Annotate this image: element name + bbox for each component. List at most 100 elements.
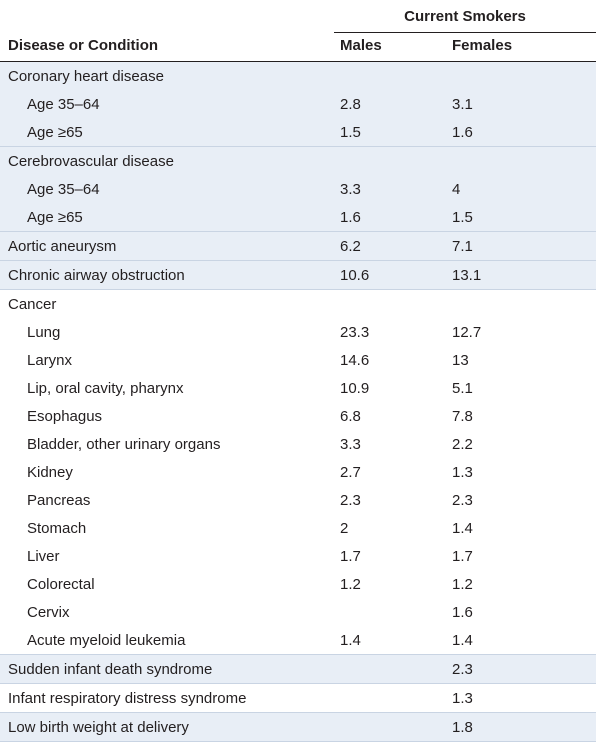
cell-males: 10.9	[340, 380, 370, 397]
cell-males: 10.6	[340, 267, 370, 284]
table-row: Colorectal 1.2 1.2	[0, 570, 596, 598]
row-label: Infant respiratory distress syndrome	[8, 690, 247, 707]
table-row: Cerebrovascular disease	[0, 147, 596, 175]
cell-females: 13	[452, 352, 469, 369]
cell-females: 1.3	[452, 464, 473, 481]
cell-males: 1.2	[340, 576, 361, 593]
header-row: Disease or Condition Males Females	[0, 32, 596, 62]
table-row: Pancreas 2.3 2.3	[0, 486, 596, 514]
row-group: Infant respiratory distress syndrome 1.3	[0, 684, 596, 713]
cell-females: 1.4	[452, 520, 473, 537]
row-label: Cerebrovascular disease	[8, 153, 174, 170]
cell-males: 2.3	[340, 492, 361, 509]
cell-males: 1.7	[340, 548, 361, 565]
cell-males: 2	[340, 520, 349, 537]
row-label: Sudden infant death syndrome	[8, 661, 213, 678]
row-label: Lip, oral cavity, pharynx	[27, 380, 184, 397]
cell-females: 1.2	[452, 576, 473, 593]
row-label: Age 35–64	[27, 181, 100, 198]
table-row: Age 35–64 3.3 4	[0, 175, 596, 203]
cell-females: 2.3	[452, 661, 473, 678]
cell-females: 2.2	[452, 436, 473, 453]
header-females: Females	[452, 37, 513, 54]
table-row: Age ≥65 1.6 1.5	[0, 203, 596, 231]
header-group-rule	[334, 32, 596, 33]
row-group: Cerebrovascular disease Age 35–64 3.3 4 Age …	[0, 147, 596, 232]
table-row: Stomach 2 1.4	[0, 514, 596, 542]
row-label: Low birth weight at delivery	[8, 719, 189, 736]
cell-females: 1.3	[452, 690, 473, 707]
table-row: Bladder, other urinary organs 3.3 2.2	[0, 430, 596, 458]
row-label: Aortic aneurysm	[8, 238, 117, 255]
table-row: Kidney 2.7 1.3	[0, 458, 596, 486]
header-disease: Disease or Condition	[8, 37, 159, 54]
cell-females: 4	[452, 181, 461, 198]
row-group: Aortic aneurysm 6.2 7.1	[0, 232, 596, 261]
table-row: Coronary heart disease	[0, 62, 596, 90]
cell-females: 12.7	[452, 324, 482, 341]
cell-males: 2.7	[340, 464, 361, 481]
cell-males: 1.5	[340, 124, 361, 141]
cell-males: 23.3	[340, 324, 370, 341]
table-row: Aortic aneurysm 6.2 7.1	[0, 232, 596, 260]
row-label: Kidney	[27, 464, 73, 481]
row-label: Larynx	[27, 352, 73, 369]
cell-males: 6.2	[340, 238, 361, 255]
row-group: Low birth weight at delivery 1.8	[0, 713, 596, 742]
table-row: Cancer	[0, 290, 596, 318]
header-males: Males	[340, 37, 382, 54]
table-row: Chronic airway obstruction 10.6 13.1	[0, 261, 596, 289]
row-label: Pancreas	[27, 492, 91, 509]
row-label: Stomach	[27, 520, 87, 537]
table-row: Infant respiratory distress syndrome 1.3	[0, 684, 596, 712]
row-label: Bladder, other urinary organs	[27, 436, 221, 453]
row-label: Esophagus	[27, 408, 103, 425]
header-group-row: Current Smokers	[0, 0, 596, 33]
cell-females: 1.8	[452, 719, 473, 736]
cell-males: 14.6	[340, 352, 370, 369]
cell-females: 1.4	[452, 632, 473, 649]
cell-males: 3.3	[340, 181, 361, 198]
table-row: Acute myeloid leukemia 1.4 1.4	[0, 626, 596, 654]
table-row: Lip, oral cavity, pharynx 10.9 5.1	[0, 374, 596, 402]
cell-females: 7.8	[452, 408, 473, 425]
cell-females: 1.5	[452, 209, 473, 226]
row-group: Chronic airway obstruction 10.6 13.1	[0, 261, 596, 290]
table-row: Cervix 1.6	[0, 598, 596, 626]
cell-females: 1.7	[452, 548, 473, 565]
row-label: Cancer	[8, 296, 57, 313]
cell-females: 1.6	[452, 124, 473, 141]
row-label: Coronary heart disease	[8, 68, 164, 85]
row-group: Cancer Lung 23.3 12.7 Larynx 14.6 13 Lip, oral …	[0, 290, 596, 655]
cell-males: 1.6	[340, 209, 361, 226]
row-label: Age ≥65	[27, 124, 83, 141]
row-label: Lung	[27, 324, 61, 341]
row-label: Age ≥65	[27, 209, 83, 226]
table-row: Sudden infant death syndrome 2.3	[0, 655, 596, 683]
table-row: Esophagus 6.8 7.8	[0, 402, 596, 430]
cell-males: 3.3	[340, 436, 361, 453]
row-group: Sudden infant death syndrome 2.3	[0, 655, 596, 684]
header-group-current-smokers: Current Smokers	[404, 8, 526, 25]
table-row: Age ≥65 1.5 1.6	[0, 118, 596, 146]
table-body: Coronary heart disease Age 35–64 2.8 3.1 Age…	[0, 62, 596, 742]
row-group: Coronary heart disease Age 35–64 2.8 3.1 Age…	[0, 62, 596, 147]
cell-females: 2.3	[452, 492, 473, 509]
cell-females: 13.1	[452, 267, 482, 284]
cell-females: 1.6	[452, 604, 473, 621]
cell-females: 5.1	[452, 380, 473, 397]
table-row: Larynx 14.6 13	[0, 346, 596, 374]
cell-females: 7.1	[452, 238, 473, 255]
table-row: Low birth weight at delivery 1.8	[0, 713, 596, 741]
table-row: Age 35–64 2.8 3.1	[0, 90, 596, 118]
row-label: Liver	[27, 548, 60, 565]
row-label: Colorectal	[27, 576, 95, 593]
cell-females: 3.1	[452, 96, 473, 113]
row-label: Chronic airway obstruction	[8, 267, 185, 284]
table-row: Lung 23.3 12.7	[0, 318, 596, 346]
row-label: Acute myeloid leukemia	[27, 632, 186, 649]
table-row: Liver 1.7 1.7	[0, 542, 596, 570]
row-label: Cervix	[27, 604, 70, 621]
cell-males: 2.8	[340, 96, 361, 113]
